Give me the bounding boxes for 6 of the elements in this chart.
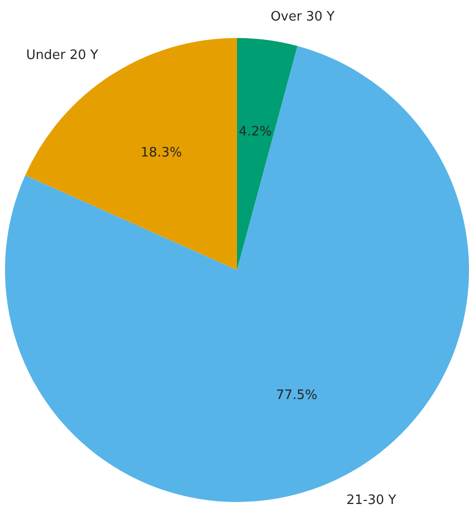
slice-label: Under 20 Y <box>26 48 98 64</box>
data-label: 18.3% <box>140 146 182 161</box>
slice-label: 21-30 Y <box>346 492 396 507</box>
slice-label: Over 30 Y <box>270 9 335 24</box>
data-label: 4.2% <box>238 124 272 140</box>
data-label: 77.5% <box>276 388 318 404</box>
